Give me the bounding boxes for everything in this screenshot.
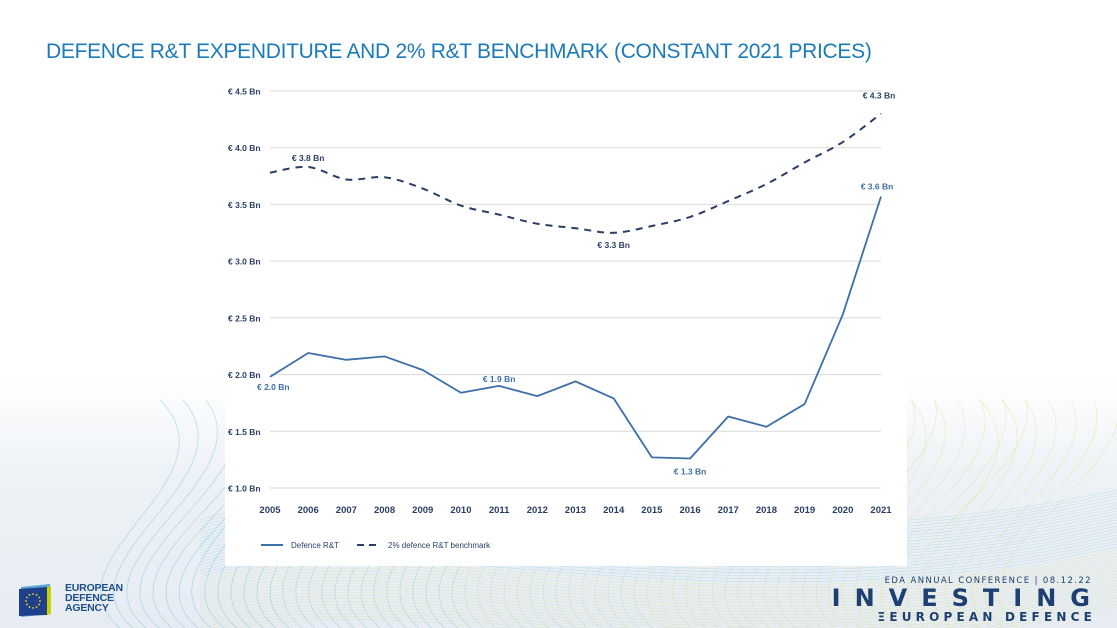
wave-line	[222, 603, 1117, 628]
data-label: € 2.0 Bn	[257, 382, 290, 392]
wave-line	[932, 399, 1018, 628]
wave-line	[893, 399, 1007, 628]
conference-title: INVESTING	[831, 584, 1104, 612]
wave-line	[199, 552, 1117, 589]
data-label: € 1.3 Bn	[674, 467, 707, 477]
wave-line	[236, 606, 1117, 628]
benchmark-series-line	[269, 112, 882, 234]
eu-star	[28, 606, 31, 608]
x-tick-label: 2008	[374, 505, 395, 516]
x-tick-label: 2020	[832, 505, 853, 516]
slide-title: DEFENCE R&T EXPENDITURE AND 2% R&T BENCH…	[46, 40, 872, 63]
y-tick-label: € 3.0 Bn	[228, 257, 261, 267]
wave-line	[199, 573, 1117, 610]
x-tick-label: 2007	[336, 505, 357, 516]
eu-star	[26, 603, 28, 606]
wave-line	[907, 399, 1028, 628]
wave-line	[867, 399, 966, 628]
eu-star	[39, 600, 41, 602]
wave-line	[199, 555, 1117, 592]
wave-line	[199, 588, 1117, 625]
wave-line	[113, 399, 199, 628]
legend-label-defence-rt: Defence R&T	[291, 541, 339, 550]
wave-line	[199, 567, 1117, 604]
y-tick-label: € 1.0 Bn	[228, 484, 261, 494]
eu-star	[28, 594, 31, 596]
y-tick-label: € 4.5 Bn	[228, 87, 261, 97]
data-label: € 4.3 Bn	[863, 91, 896, 101]
conference-subtitle: ΞEUROPEAN DEFENCE	[877, 610, 1096, 624]
wave-line	[919, 399, 999, 628]
y-tick-label: € 4.0 Bn	[228, 143, 261, 153]
wave-line	[199, 591, 1117, 628]
defence-rt-series-line	[269, 196, 882, 460]
wave-line	[199, 579, 1117, 616]
x-tick-label: 2014	[603, 505, 625, 516]
eu-star	[32, 607, 34, 609]
chart-panel: € 1.0 Bn € 1.5 Bn € 2.0 Bn € 2.5 Bn € 3.0 Bn…	[225, 80, 907, 566]
x-tick-label: 2013	[565, 505, 586, 516]
eu-star	[35, 594, 38, 596]
eda-logo: EUROPEAN DEFENCE AGENCY	[17, 582, 137, 622]
wave-line	[199, 594, 1117, 628]
logo-line: EUROPEAN	[65, 582, 123, 594]
eu-star	[35, 606, 38, 608]
data-label: € 3.6 Bn	[861, 181, 894, 191]
wave-line	[199, 564, 1117, 601]
logo-line: AGENCY	[65, 602, 109, 614]
conference-date-line: EDA ANNUAL CONFERENCE | 08.12.22	[884, 576, 1092, 586]
conference-branding: EDA ANNUAL CONFERENCE | 08.12.22 INVESTI…	[832, 576, 1092, 624]
wave-line	[199, 582, 1117, 619]
wave-line	[945, 399, 1037, 628]
x-tick-label: 2021	[870, 505, 892, 516]
wave-line	[199, 558, 1117, 595]
eu-star	[32, 593, 34, 595]
wave-line	[199, 576, 1117, 613]
x-tick-label: 2010	[450, 505, 471, 516]
wave-line	[126, 399, 218, 628]
x-tick-label: 2009	[412, 505, 433, 516]
wave-line	[100, 399, 180, 628]
eu-flag-icon	[19, 584, 51, 617]
y-tick-label: € 2.0 Bn	[228, 370, 261, 380]
data-label: € 1.9 Bn	[483, 374, 516, 384]
wave-line	[199, 570, 1117, 607]
y-tick-label: € 2.5 Bn	[228, 313, 261, 323]
x-tick-label: 2017	[718, 505, 739, 516]
legend-label-benchmark: 2% defence R&T benchmark	[388, 541, 491, 550]
eu-star	[38, 596, 40, 599]
wave-line	[199, 597, 1117, 628]
x-tick-label: 2006	[298, 505, 319, 516]
eu-star	[26, 596, 28, 599]
wave-line	[199, 585, 1117, 622]
data-label: € 3.8 Bn	[292, 153, 325, 163]
wave-line	[971, 399, 1077, 628]
wave-line	[984, 399, 1098, 628]
wave-line	[998, 400, 1117, 628]
x-tick-label: 2015	[641, 505, 663, 516]
wave-line	[199, 561, 1117, 598]
x-tick-label: 2011	[489, 505, 510, 516]
x-tick-label: 2018	[756, 505, 777, 516]
eu-star	[25, 600, 27, 602]
x-tick-label: 2005	[259, 505, 281, 516]
x-tick-label: 2019	[794, 505, 815, 516]
logo-line: DEFENCE	[65, 592, 114, 604]
eda-logo-text: EUROPEAN DEFENCE AGENCY	[65, 582, 123, 614]
x-tick-label: 2016	[679, 505, 700, 516]
eu-star	[38, 603, 40, 606]
wave-line	[958, 399, 1057, 628]
y-tick-label: € 3.5 Bn	[228, 200, 261, 210]
line-chart: € 1.0 Bn € 1.5 Bn € 2.0 Bn € 2.5 Bn € 3.0 Bn…	[228, 87, 896, 551]
x-tick-label: 2012	[527, 505, 548, 516]
y-tick-label: € 1.5 Bn	[228, 427, 261, 437]
wave-line	[880, 399, 986, 628]
data-label: € 3.3 Bn	[597, 240, 630, 250]
